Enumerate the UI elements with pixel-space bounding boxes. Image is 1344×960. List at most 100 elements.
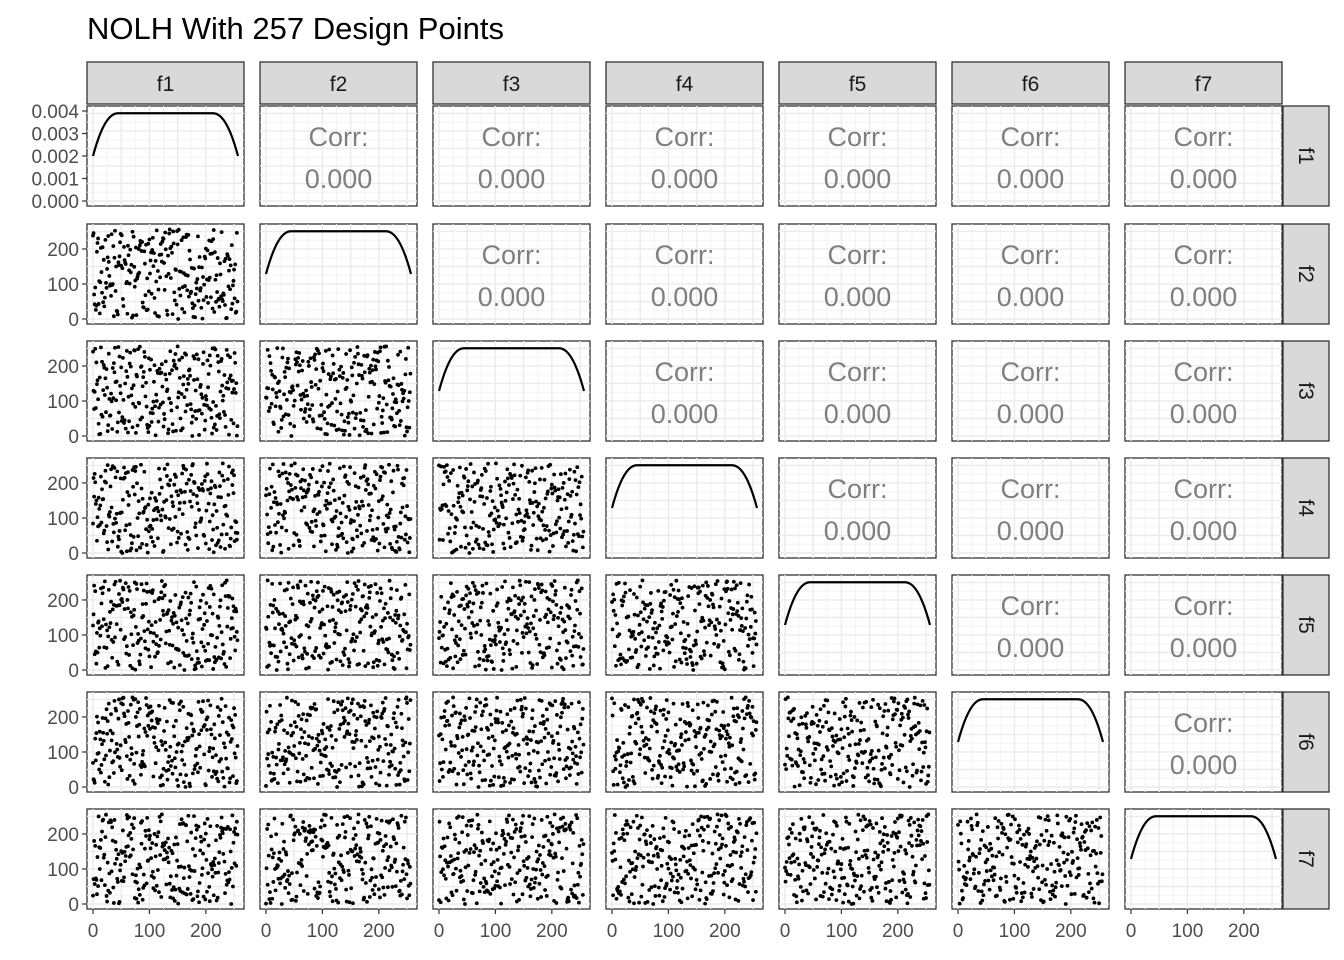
scatter-point: [358, 849, 363, 854]
scatter-point: [182, 865, 187, 870]
scatter-point: [164, 498, 169, 503]
scatter-point: [129, 746, 134, 751]
scatter-point: [559, 702, 564, 706]
scatter-point: [388, 415, 393, 420]
scatter-point: [275, 609, 280, 614]
scatter-point: [305, 489, 310, 493]
scatter-point: [729, 587, 734, 592]
scatter-point: [666, 866, 671, 871]
scatter-point: [176, 901, 181, 906]
scatter-point: [212, 856, 217, 861]
scatter-point: [489, 778, 493, 783]
scatter-point: [393, 884, 398, 889]
scatter-point: [340, 663, 345, 667]
scatter-point: [879, 784, 883, 789]
scatter-point: [309, 765, 314, 770]
scatter-point: [666, 710, 671, 715]
scatter-point: [274, 668, 279, 672]
scatter-point: [130, 229, 135, 234]
scatter-point: [368, 766, 373, 770]
scatter-point: [162, 412, 166, 416]
scatter-point: [687, 585, 692, 589]
scatter-point: [155, 313, 160, 318]
scatter-point: [560, 485, 565, 490]
corr-value: 0.000: [1170, 750, 1238, 780]
scatter-point: [450, 893, 455, 898]
scatter-point: [235, 744, 240, 748]
scatter-point: [491, 860, 496, 864]
scatter-point: [614, 757, 618, 762]
scatter-point: [383, 834, 388, 838]
scatter-point: [366, 833, 371, 838]
scatter-point: [149, 420, 154, 424]
scatter-point: [513, 822, 518, 827]
scatter-point: [402, 537, 407, 542]
scatter-point: [464, 533, 469, 538]
scatter-point: [116, 852, 121, 857]
scatter-point: [441, 774, 445, 779]
scatter-point: [175, 858, 179, 863]
scatter-point: [346, 868, 351, 873]
scatter-point: [171, 504, 176, 508]
scatter-point: [189, 830, 194, 835]
scatter-point: [268, 405, 272, 410]
scatter-point: [751, 898, 755, 903]
scatter-point: [351, 836, 356, 841]
scatter-point: [148, 496, 152, 501]
scatter-point: [693, 867, 697, 872]
scatter-point: [160, 743, 165, 747]
scatter-point: [391, 490, 395, 495]
scatter-point: [445, 718, 450, 723]
scatter-point: [223, 546, 227, 551]
scatter-point: [458, 721, 463, 726]
scatter-point: [784, 746, 789, 751]
scatter-point: [198, 707, 203, 712]
scatter-point: [717, 621, 722, 625]
scatter-point: [223, 413, 227, 417]
scatter-point: [453, 711, 458, 716]
scatter-point: [140, 384, 145, 389]
scatter-point: [526, 650, 531, 655]
scatter-point: [387, 772, 391, 777]
corr-value: 0.000: [997, 282, 1065, 312]
scatter-point: [143, 293, 148, 298]
scatter-point: [91, 521, 95, 526]
scatter-point: [735, 706, 740, 711]
scatter-point: [161, 608, 165, 613]
scatter-point: [268, 530, 273, 535]
scatter-point: [815, 741, 820, 746]
scatter-point: [645, 756, 650, 760]
scatter-point: [540, 714, 545, 718]
scatter-point: [286, 356, 290, 361]
scatter-point: [543, 758, 547, 763]
scatter-point: [317, 748, 322, 753]
scatter-point: [206, 698, 211, 703]
scatter-point: [154, 399, 159, 403]
scatter-point: [679, 660, 684, 665]
scatter-point: [396, 383, 401, 388]
scatter-point: [716, 778, 721, 783]
scatter-point: [223, 745, 227, 750]
scatter-point: [98, 633, 103, 638]
scatter-point: [580, 662, 585, 667]
scatter-point: [649, 724, 654, 729]
scatter-point: [102, 757, 107, 762]
scatter-point: [377, 658, 382, 663]
scatter-point: [522, 609, 527, 614]
scatter-point: [561, 630, 566, 635]
scatter-point: [110, 366, 115, 370]
scatter-point: [202, 821, 207, 826]
scatter-point: [508, 652, 512, 657]
scatter-point: [273, 888, 278, 893]
scatter-point: [891, 699, 896, 704]
scatter-point: [346, 657, 351, 662]
scatter-point: [456, 619, 461, 624]
scatter-point: [543, 833, 548, 838]
scatter-point: [316, 580, 320, 585]
scatter-point: [445, 475, 450, 479]
scatter-point: [922, 703, 927, 707]
scatter-point: [784, 767, 789, 772]
scatter-point: [332, 882, 337, 887]
scatter-point: [143, 394, 148, 399]
scatter-point: [748, 607, 753, 612]
